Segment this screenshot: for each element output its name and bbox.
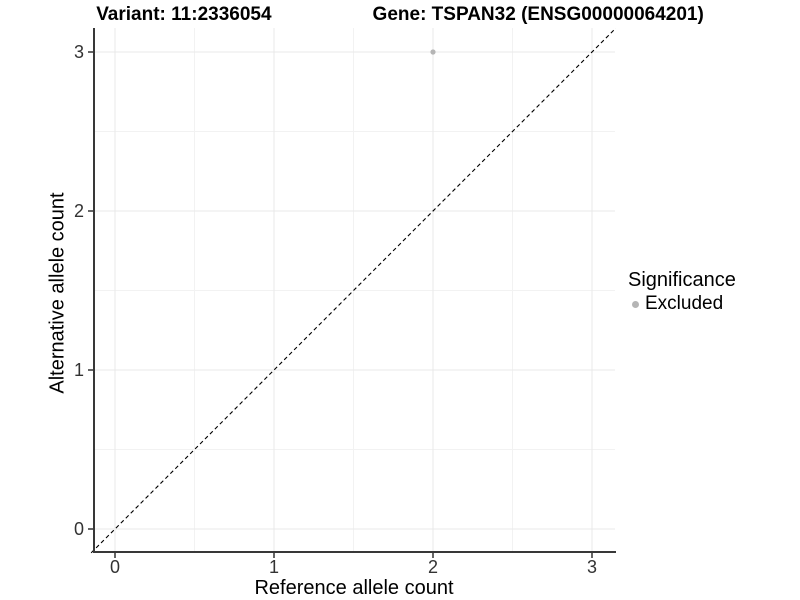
plot-title: Variant: 11:2336054 Gene: TSPAN32 (ENSG0… (0, 4, 800, 28)
y-axis-title: Alternative allele count (46, 192, 69, 394)
identity-line (90, 28, 616, 554)
x-tick-label: 2 (427, 557, 438, 577)
x-tick-label: 1 (268, 557, 279, 577)
x-tick-label: 3 (586, 557, 597, 577)
legend-item-excluded: Excluded (628, 293, 736, 315)
x-axis-title: Reference allele count (254, 577, 454, 599)
plot-title-variant: Variant: 11:2336054 (96, 4, 272, 25)
y-tick-label: 2 (73, 201, 84, 221)
legend: Significance Excluded (628, 268, 736, 315)
x-tick-label: 0 (109, 557, 120, 577)
y-tick-label: 3 (73, 42, 84, 62)
plot-title-gene: Gene: TSPAN32 (ENSG00000064201) (372, 4, 704, 25)
legend-title: Significance (628, 269, 736, 291)
legend-point-icon (632, 300, 639, 308)
data-point (430, 49, 436, 55)
y-tick-label: 1 (73, 360, 84, 380)
chart-panel (88, 28, 616, 558)
legend-item-label: Excluded (645, 293, 724, 314)
y-tick-label: 0 (73, 519, 84, 539)
